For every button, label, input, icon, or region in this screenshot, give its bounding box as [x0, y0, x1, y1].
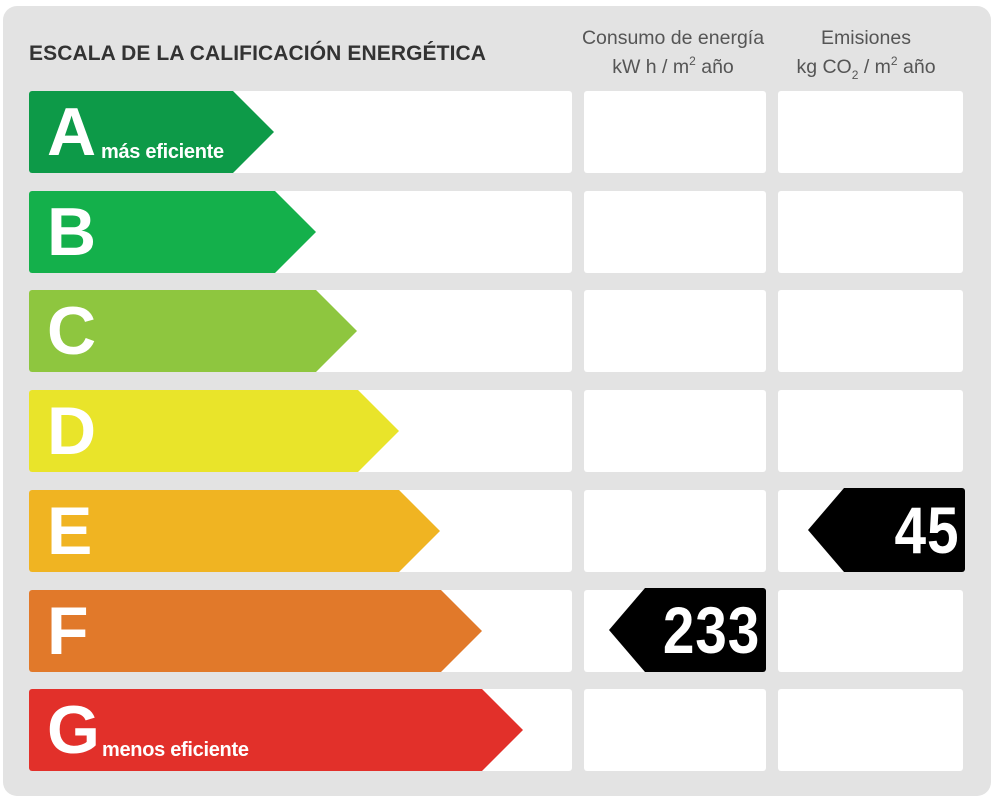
grade-sublabel: menos eficiente: [102, 739, 249, 761]
emissions-cell: [778, 390, 963, 472]
grade-row-f: F 233: [0, 588, 1000, 672]
energy-cell: [584, 191, 766, 273]
grade-letter: E: [47, 493, 93, 569]
energy-column-title: Consumo de energía: [581, 27, 765, 49]
grade-row-c: C: [0, 290, 1000, 372]
emissions-cell: [778, 91, 963, 173]
grade-letter: A: [47, 94, 97, 170]
emissions-column-unit: kg CO2 / m2 año: [796, 54, 936, 82]
grade-letter: C: [47, 293, 97, 369]
energy-cell: [584, 689, 766, 771]
grade-letter: D: [47, 393, 97, 469]
energy-cell: [584, 390, 766, 472]
grade-row-e: E 45: [0, 488, 1000, 572]
grade-sublabel: más eficiente: [101, 141, 224, 163]
grade-row-d: D: [0, 390, 1000, 472]
grade-arrow-d: D: [29, 390, 399, 472]
energy-cell: [584, 490, 766, 572]
emissions-rating-badge-value: 45: [894, 493, 959, 567]
emissions-cell: [778, 290, 963, 372]
emissions-cell: [778, 590, 963, 672]
energy-rating-badge: 233: [609, 588, 766, 672]
grade-letter: F: [47, 593, 89, 669]
grade-arrow-f: F: [29, 590, 482, 672]
energy-column-header: Consumo de energía kW h / m2 año: [575, 24, 771, 82]
emissions-rating-badge: 45: [808, 488, 965, 572]
grade-letter: G: [47, 692, 100, 768]
energy-rating-badge-value: 233: [662, 593, 760, 667]
grade-arrow-e: E: [29, 490, 440, 572]
scale-title: ESCALA DE LA CALIFICACIÓN ENERGÉTICA: [29, 42, 487, 65]
grade-arrow-b: B: [29, 191, 316, 273]
emissions-cell: [778, 191, 963, 273]
emissions-column-header: Emisiones kg CO2 / m2 año: [768, 24, 964, 82]
emissions-column-title: Emisiones: [821, 27, 911, 49]
energy-cell: [584, 91, 766, 173]
emissions-cell: [778, 689, 963, 771]
grade-letter: B: [47, 194, 97, 270]
grade-arrow-c: C: [29, 290, 357, 372]
energy-column-unit: kW h / m2 año: [612, 54, 734, 78]
grade-row-b: B: [0, 191, 1000, 273]
energy-cell: [584, 290, 766, 372]
